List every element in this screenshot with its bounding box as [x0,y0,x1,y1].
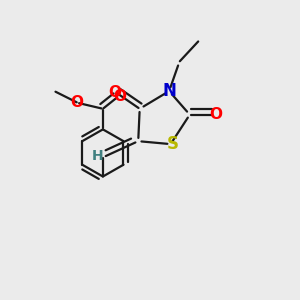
Text: O: O [113,89,127,104]
Text: S: S [167,135,179,153]
Text: O: O [209,107,222,122]
Text: H: H [92,149,103,163]
Text: N: N [162,82,176,100]
Text: O: O [108,85,121,100]
Text: O: O [70,95,83,110]
